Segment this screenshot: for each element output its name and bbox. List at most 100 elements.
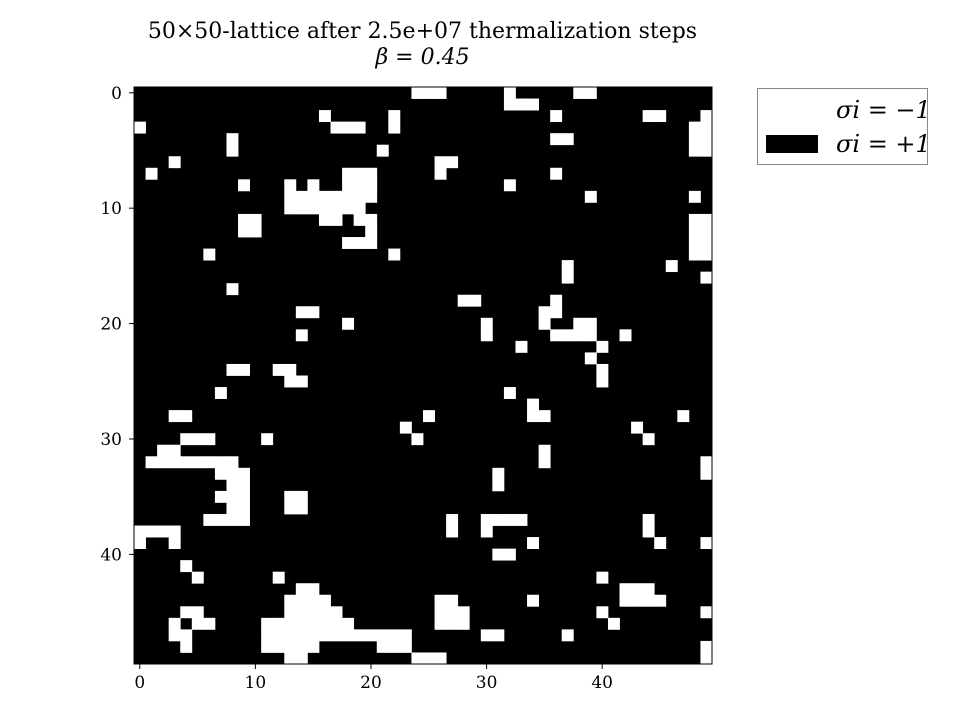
spin-cell [284,652,297,665]
spin-cell [318,213,331,226]
x-tick-label: 10 [245,673,267,693]
spin-cell [434,606,447,619]
spin-cell [503,179,516,192]
spin-cell [434,652,447,665]
spin-cell [134,537,146,549]
spin-cell [284,190,297,203]
spin-cell [226,467,239,480]
spin-cell [700,640,713,653]
spin-cell [342,317,355,330]
spin-cell [295,329,308,342]
spin-cell [226,283,239,296]
spin-cell [411,433,424,446]
legend-swatch-plus [766,135,818,153]
spin-cell [446,594,459,607]
spin-cell [353,179,366,192]
spin-cell [145,456,158,469]
spin-cell [284,375,297,388]
spin-cell [295,652,308,665]
spin-cell [642,513,655,526]
spin-cell [168,525,181,538]
spin-cell [307,606,320,619]
spin-cell [238,213,250,226]
spin-cell [168,410,181,423]
spin-cell [226,479,239,492]
spin-cell [168,629,181,642]
spin-cell [272,640,285,653]
spin-cell [307,202,320,215]
spin-cell [688,248,701,261]
spin-cell [330,202,343,215]
spin-cell [365,213,378,226]
spin-cell [342,190,355,203]
legend-swatch-minus [766,101,818,119]
spin-cell [607,617,620,630]
spin-cell [677,410,690,423]
x-tick-label: 40 [591,673,613,693]
spin-cell [214,456,227,469]
spin-cell [480,317,493,330]
spin-cell [434,87,447,99]
spin-cell [307,594,320,607]
spin-cell [284,202,297,215]
spin-cell [538,317,551,330]
spin-cell [700,456,713,469]
spin-cell [492,479,505,492]
spin-cell [550,167,563,180]
spin-cell [457,294,470,307]
spin-cell [203,433,216,446]
spin-cell [307,629,320,642]
spin-cell [365,167,378,180]
spin-cell [261,617,274,630]
spin-cell [318,110,331,123]
spin-cell [561,271,574,284]
spin-cell [342,617,355,630]
spin-cell [596,606,609,619]
spin-cell [180,560,193,573]
spin-cell [700,144,713,157]
spin-cell [261,433,274,446]
spin-cell [330,606,343,619]
spin-cell [527,98,539,111]
spin-cell [295,306,308,319]
spin-cell [157,456,170,469]
spin-cell [596,571,609,584]
spin-cell [353,167,366,180]
spin-cell [584,352,597,365]
spin-cell [596,340,609,353]
spin-cell [284,179,297,192]
spin-cell [411,87,424,99]
spin-cell [249,213,262,226]
spin-cell [168,456,181,469]
spin-cell [226,363,239,376]
spin-cell [665,260,678,273]
spin-cell [238,513,250,526]
spin-cell [342,167,355,180]
spin-cell [307,583,320,596]
spin-cell [342,237,355,249]
spin-cell [561,133,574,146]
spin-cell [446,513,459,526]
spin-cell [503,513,516,526]
spin-cell [307,179,320,192]
spin-cell [619,583,632,596]
spin-cell [527,398,539,411]
spin-cell [550,110,563,123]
spin-cell [469,294,482,307]
spin-cell [284,629,297,642]
spin-cell [261,640,274,653]
spin-cell [295,606,308,619]
plot-frame [133,86,713,665]
spin-cell [180,606,193,619]
spin-cell [561,629,574,642]
spin-cell [446,525,459,538]
spin-cell [423,652,435,665]
spin-cell [457,606,470,619]
spin-cell [388,248,401,261]
spin-cell [295,594,308,607]
lattice-background [134,87,712,664]
spin-cell [550,294,563,307]
spin-cell [596,363,609,376]
spin-cell [191,606,204,619]
spin-cell [295,583,308,596]
